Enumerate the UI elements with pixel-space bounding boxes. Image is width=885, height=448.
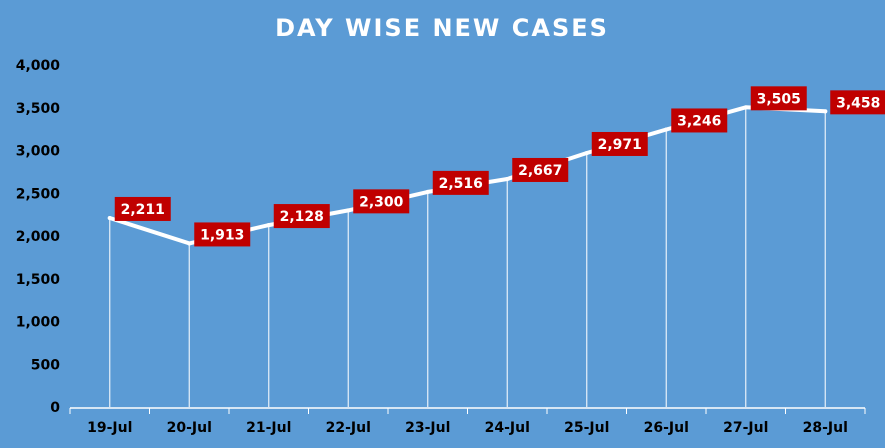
- data-point: [187, 241, 192, 246]
- data-label: 2,516: [439, 176, 483, 192]
- data-label-box: [194, 222, 251, 247]
- x-tick-label: 26-Jul: [644, 420, 689, 436]
- data-label: 3,246: [677, 113, 721, 129]
- data-label-box: [273, 204, 330, 229]
- x-tick-label: 24-Jul: [485, 420, 530, 436]
- x-tick-label: 23-Jul: [405, 420, 450, 436]
- data-label-box: [353, 189, 410, 214]
- data-label-box: [114, 196, 171, 221]
- data-point: [266, 223, 271, 228]
- data-label: 3,458: [836, 95, 880, 111]
- y-tick-label: 0: [50, 400, 60, 416]
- data-point: [664, 127, 669, 132]
- data-point: [823, 109, 828, 114]
- x-tick-label: 21-Jul: [246, 420, 291, 436]
- data-label: 1,913: [200, 227, 244, 243]
- x-tick-label: 22-Jul: [326, 420, 371, 436]
- y-tick-label: 3,000: [16, 144, 61, 160]
- x-tick-label: 19-Jul: [87, 420, 132, 436]
- x-tick-label: 28-Jul: [803, 420, 848, 436]
- y-axis: 0 500 1,000 1,500 2,000 2,500 3,000 3,500 4,000: [16, 58, 61, 416]
- data-label-box: [750, 86, 807, 111]
- data-point: [346, 208, 351, 213]
- data-point: [584, 150, 589, 155]
- data-labels: 2,211 1,913 2,128 2,300 2,516 2,667 2,971 3,246…: [114, 86, 885, 247]
- y-tick-label: 1,000: [16, 315, 61, 331]
- data-label-box: [432, 170, 489, 195]
- x-axis: 19-Jul 20-Jul 21-Jul 22-Jul 23-Jul 24-Jul 25-J…: [69, 407, 866, 436]
- y-tick-label: 2,000: [16, 229, 61, 245]
- data-label-box: [671, 108, 728, 133]
- data-label-box: [830, 90, 885, 115]
- data-label-box: [512, 157, 569, 182]
- chart-title: DAY WISE NEW CASES: [275, 14, 609, 42]
- data-label: 2,300: [359, 194, 404, 210]
- x-tick-label: 27-Jul: [723, 420, 768, 436]
- y-tick-label: 3,500: [16, 101, 61, 117]
- data-label: 2,667: [518, 163, 562, 179]
- x-tick-label: 25-Jul: [564, 420, 609, 436]
- data-label: 2,971: [598, 137, 642, 153]
- y-tick-label: 4,000: [16, 58, 61, 74]
- data-label-box: [591, 131, 648, 156]
- x-tick-label: 20-Jul: [167, 420, 212, 436]
- data-point: [107, 215, 112, 220]
- data-label: 3,505: [757, 91, 801, 107]
- y-tick-label: 2,500: [16, 186, 61, 202]
- drop-lines: [109, 107, 826, 407]
- y-tick-label: 1,500: [16, 272, 61, 288]
- data-point: [505, 176, 510, 181]
- data-point: [743, 105, 748, 110]
- data-label: 2,211: [121, 202, 165, 218]
- data-point: [425, 189, 430, 194]
- data-label: 2,128: [280, 209, 324, 225]
- y-tick-label: 500: [31, 357, 60, 373]
